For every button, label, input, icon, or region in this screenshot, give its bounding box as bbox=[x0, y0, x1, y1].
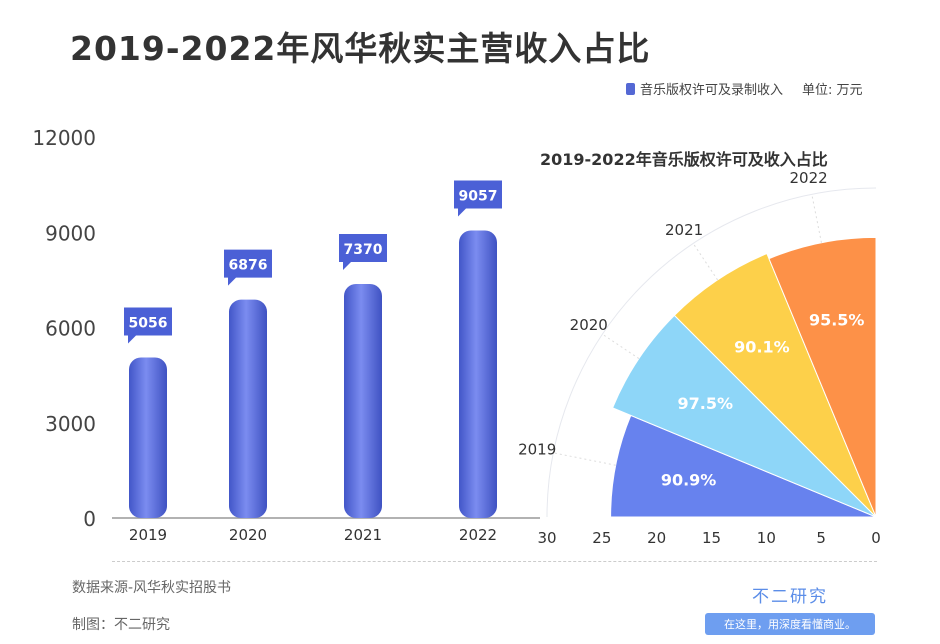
sector-label: 97.5% bbox=[678, 394, 734, 413]
data-source: 数据来源-风华秋实招股书 bbox=[72, 580, 232, 596]
bar bbox=[344, 284, 382, 518]
y-tick-label: 12000 bbox=[32, 126, 96, 150]
brand-logo: 不二研究 在这里，用深度看懂商业。 bbox=[705, 582, 875, 635]
bar bbox=[459, 230, 497, 518]
radius-tick-label: 15 bbox=[702, 529, 721, 547]
x-tick-label: 2021 bbox=[344, 526, 382, 544]
y-tick-label: 6000 bbox=[45, 317, 96, 341]
category-label: 2022 bbox=[790, 169, 828, 187]
sector-label: 90.1% bbox=[734, 337, 790, 356]
radius-tick-label: 20 bbox=[647, 529, 666, 547]
data-label: 6876 bbox=[229, 258, 268, 274]
page-title: 2019-2022年风华秋实主营收入占比 bbox=[70, 29, 651, 68]
x-tick-label: 2019 bbox=[129, 526, 167, 544]
data-label: 9057 bbox=[459, 188, 498, 204]
polar-chart-title: 2019-2022年音乐版权许可及收入占比 bbox=[540, 150, 828, 169]
polar-grid-line bbox=[602, 333, 640, 360]
polar-grid-line bbox=[811, 194, 822, 243]
data-label: 7370 bbox=[344, 242, 383, 258]
y-tick-label: 3000 bbox=[45, 412, 96, 436]
polar-grid-line bbox=[692, 243, 719, 281]
x-tick-label: 2020 bbox=[229, 526, 267, 544]
data-label-box bbox=[454, 180, 502, 217]
data-label-box bbox=[124, 307, 172, 344]
divider bbox=[112, 561, 877, 562]
radius-tick-label: 0 bbox=[871, 529, 881, 547]
bar bbox=[129, 357, 167, 518]
category-label: 2021 bbox=[665, 221, 703, 239]
data-label-box bbox=[224, 249, 272, 286]
category-label: 2020 bbox=[570, 316, 608, 334]
polar-grid-arc bbox=[546, 187, 877, 518]
sector-label: 95.5% bbox=[809, 311, 865, 330]
legend: 音乐版权许可及录制收入 单位: 万元 bbox=[626, 79, 863, 98]
polar-sector bbox=[768, 236, 877, 518]
data-label: 5056 bbox=[129, 315, 168, 331]
radius-tick-label: 25 bbox=[592, 529, 611, 547]
legend-label: 音乐版权许可及录制收入 bbox=[640, 83, 784, 98]
legend-swatch bbox=[626, 82, 635, 95]
category-label: 2019 bbox=[518, 441, 556, 459]
radius-tick-label: 5 bbox=[816, 529, 826, 547]
sector-label: 90.9% bbox=[661, 471, 717, 490]
brand-name: 不二研究 bbox=[752, 587, 828, 607]
y-tick-label: 0 bbox=[83, 507, 96, 531]
radius-tick-label: 10 bbox=[757, 529, 776, 547]
x-tick-label: 2022 bbox=[459, 526, 497, 544]
brand-tagline: 在这里，用深度看懂商业。 bbox=[705, 613, 875, 635]
radius-tick-label: 30 bbox=[537, 529, 556, 547]
chart-maker: 制图：不二研究 bbox=[72, 617, 170, 633]
y-tick-label: 9000 bbox=[45, 221, 96, 245]
unit-label: 单位: 万元 bbox=[802, 83, 863, 98]
polar-grid-line bbox=[553, 452, 616, 466]
bar bbox=[229, 299, 267, 518]
data-label-box bbox=[339, 234, 387, 271]
